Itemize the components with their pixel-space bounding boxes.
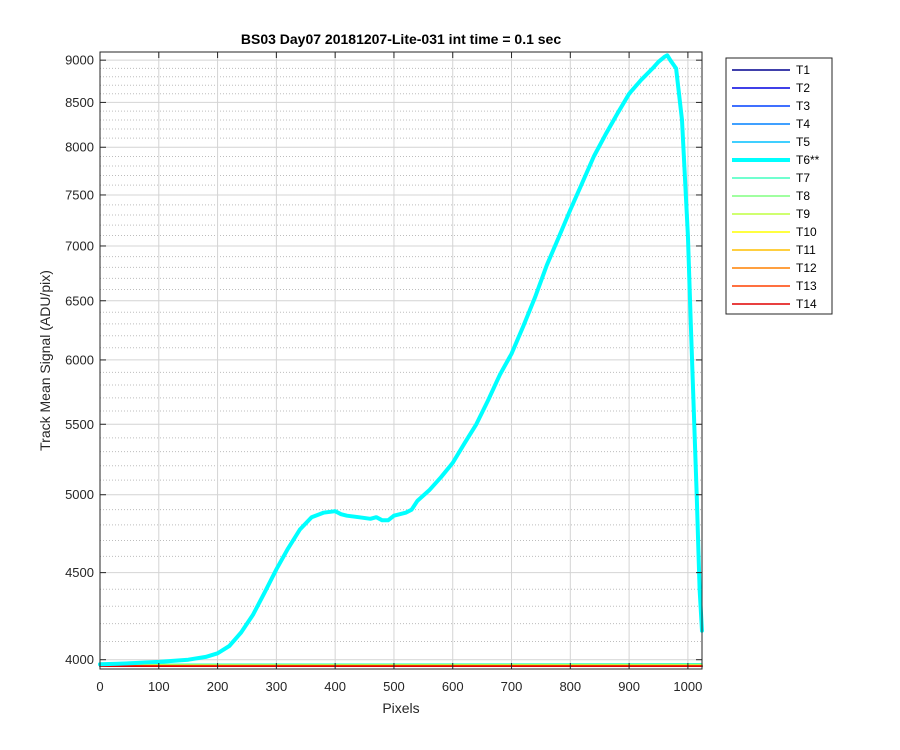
y-tick-label: 6000 — [65, 352, 94, 367]
y-tick-label: 7500 — [65, 187, 94, 202]
legend: T1 T2 T3 T4 T5 T6** T7 T8 T9 T10 T11 T12 T13 T14 — [725, 57, 833, 315]
legend-box — [725, 57, 833, 315]
y-tick-label: 8000 — [65, 140, 94, 155]
legend-label: T6** — [796, 153, 820, 167]
plot-area — [100, 52, 702, 669]
legend-label: T9 — [796, 207, 810, 221]
legend-label: T8 — [796, 189, 810, 203]
y-axis: 4000 4500 5000 5500 6000 6500 7000 7500 8000 8500… — [65, 53, 702, 667]
x-tick-label: 900 — [618, 679, 640, 694]
legend-label: T2 — [796, 81, 810, 95]
legend-label: T13 — [796, 279, 817, 293]
legend-label: T12 — [796, 261, 817, 275]
x-axis: 0 100 200 300 400 500 600 700 800 900 1000 — [96, 52, 702, 694]
series-layer — [98, 53, 704, 667]
y-axis-label: Track Mean Signal (ADU/pix) — [37, 270, 53, 451]
x-tick-label: 0 — [96, 679, 103, 694]
x-tick-label: 1000 — [673, 679, 702, 694]
legend-label: T10 — [796, 225, 817, 239]
minor-grid — [100, 67, 702, 642]
x-tick-label: 600 — [442, 679, 464, 694]
y-tick-label: 5500 — [65, 417, 94, 432]
y-tick-label: 7000 — [65, 238, 94, 253]
y-tick-label: 4000 — [65, 652, 94, 667]
legend-label: T4 — [796, 117, 810, 131]
x-tick-label: 100 — [148, 679, 170, 694]
y-tick-label: 9000 — [65, 53, 94, 68]
y-tick-label: 5000 — [65, 487, 94, 502]
legend-label: T1 — [796, 63, 810, 77]
legend-label: T11 — [796, 243, 816, 257]
x-axis-label: Pixels — [382, 700, 419, 716]
legend-label: T7 — [796, 171, 810, 185]
x-tick-label: 700 — [501, 679, 523, 694]
x-tick-label: 500 — [383, 679, 405, 694]
legend-label: T14 — [796, 297, 817, 311]
chart-title: BS03 Day07 20181207-Lite-031 int time = … — [241, 31, 561, 47]
x-tick-label: 200 — [207, 679, 229, 694]
y-tick-label: 8500 — [65, 95, 94, 110]
series-line-t6 — [98, 53, 704, 667]
y-tick-label: 6500 — [65, 293, 94, 308]
legend-label: T5 — [796, 135, 810, 149]
axes-frame — [99, 51, 703, 670]
x-tick-label: 800 — [559, 679, 581, 694]
y-tick-label: 4500 — [65, 565, 94, 580]
legend-label: T3 — [796, 99, 810, 113]
x-tick-label: 400 — [324, 679, 346, 694]
x-tick-label: 300 — [266, 679, 288, 694]
